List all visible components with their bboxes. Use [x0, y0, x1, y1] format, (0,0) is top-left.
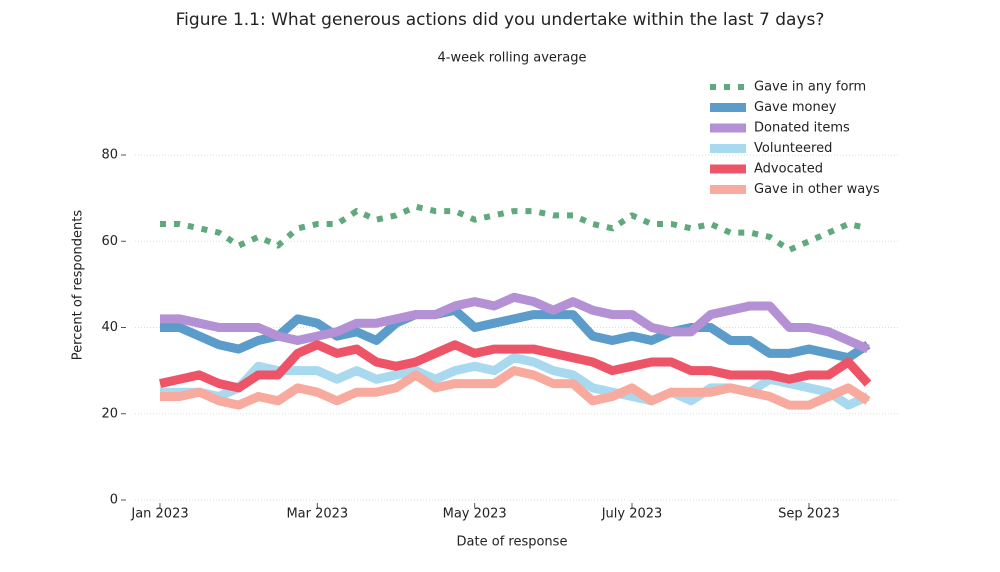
chart-subtitle: 4-week rolling average: [438, 51, 587, 66]
y-tick-label: 80: [101, 148, 118, 163]
series-line: [160, 366, 871, 410]
legend-label: Volunteered: [754, 141, 832, 156]
legend-label: Advocated: [754, 162, 823, 177]
x-tick-label: Jan 2023: [130, 507, 188, 522]
x-tick-label: Sep 2023: [778, 507, 840, 522]
series-line: [159, 340, 872, 393]
series-line: [160, 203, 869, 253]
y-axis-label: Percent of respondents: [71, 210, 86, 361]
legend-label: Gave in any form: [754, 80, 866, 95]
x-tick-label: May 2023: [443, 507, 507, 522]
y-tick-label: 40: [101, 320, 118, 335]
legend-label: Donated items: [754, 121, 850, 136]
x-tick-label: July 2023: [601, 507, 663, 522]
x-tick-label: Mar 2023: [286, 507, 348, 522]
x-axis-label: Date of response: [457, 535, 568, 550]
legend-label: Gave money: [754, 100, 837, 115]
y-tick-label: 0: [110, 493, 118, 508]
chart-title: Figure 1.1: What generous actions did yo…: [176, 10, 825, 30]
series-line: [160, 292, 870, 354]
y-tick-label: 60: [101, 234, 118, 249]
y-tick-label: 20: [101, 406, 118, 421]
legend-label: Gave in other ways: [754, 182, 880, 197]
